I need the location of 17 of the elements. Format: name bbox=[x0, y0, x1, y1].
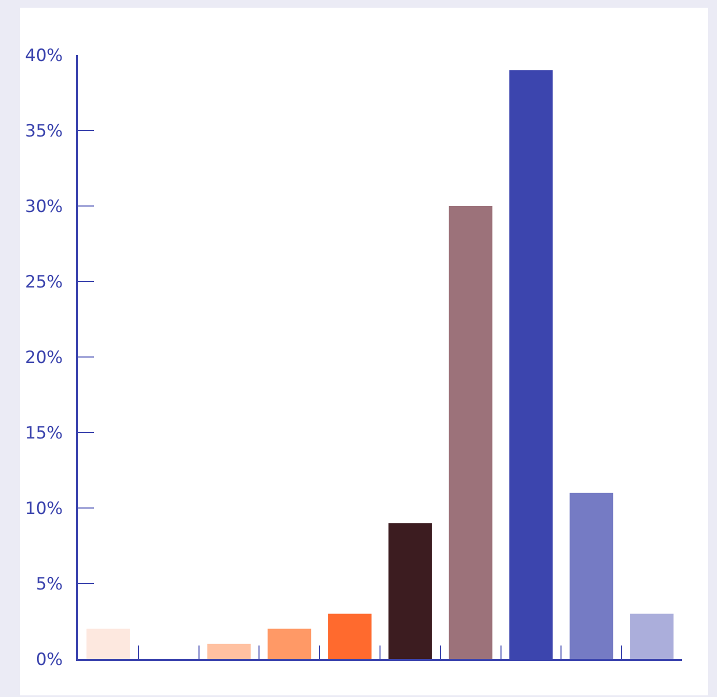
bar bbox=[448, 206, 492, 659]
y-tick-label: 20% bbox=[25, 348, 63, 368]
y-tick-label: 30% bbox=[25, 196, 63, 217]
bar bbox=[328, 614, 372, 659]
y-tick-label: 25% bbox=[25, 272, 63, 292]
bar bbox=[388, 523, 432, 659]
bar bbox=[570, 492, 614, 659]
y-tick-label: 40% bbox=[25, 46, 63, 66]
bar bbox=[268, 628, 312, 659]
y-tick-label: 15% bbox=[25, 423, 63, 444]
y-tick-label: 5% bbox=[36, 574, 63, 594]
bar bbox=[630, 614, 674, 659]
bar bbox=[86, 628, 130, 659]
y-tick-label: 0% bbox=[36, 650, 63, 670]
y-tick-label: 35% bbox=[25, 121, 63, 142]
y-tick-label: 10% bbox=[25, 498, 63, 519]
bar bbox=[207, 644, 251, 659]
